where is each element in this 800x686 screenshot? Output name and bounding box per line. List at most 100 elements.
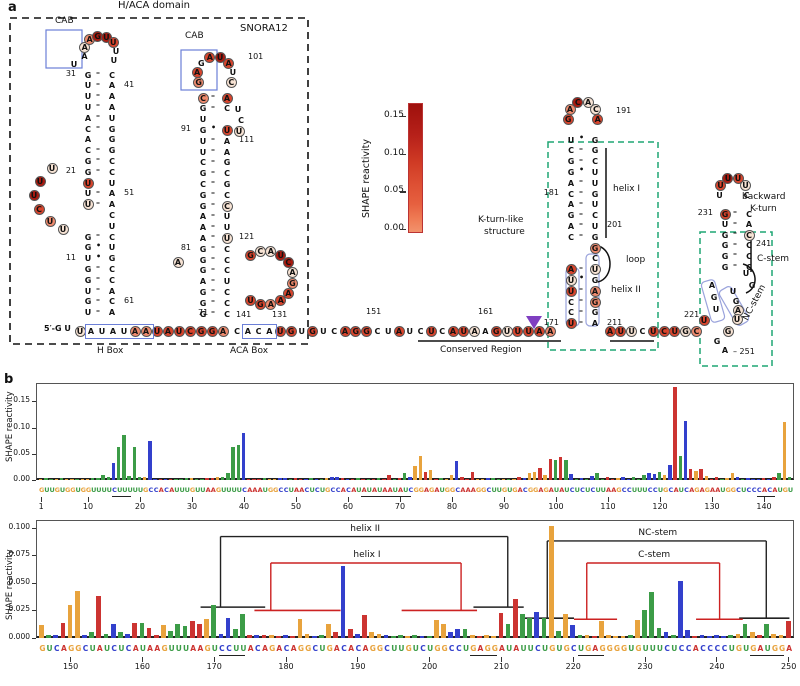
y-tick-0.050: 0.050 (8, 576, 30, 586)
seq-letter-55: U (319, 486, 326, 494)
bar-pos-30 (189, 478, 194, 480)
bar-pos-193 (376, 633, 382, 638)
nt-C: C (197, 92, 209, 104)
nt-U: U (591, 167, 599, 177)
bar-pos-159 (132, 622, 138, 638)
nt-G: G (199, 244, 207, 254)
pos-121: 121 (239, 232, 255, 242)
seq-letter-215: C (535, 644, 541, 653)
backward-k-turn-dashed-box (699, 231, 773, 367)
nt-G: G (721, 251, 729, 261)
seq-letter-60: C (346, 486, 351, 494)
seq-letter-133: G (725, 486, 731, 494)
nt-G: G (567, 167, 575, 177)
bar-pos-97 (538, 468, 542, 480)
seq-letter-105: C (580, 486, 585, 494)
seq-letter-59: A (340, 486, 346, 494)
seq-letter-130: A (710, 486, 716, 494)
nt-C: C (109, 264, 115, 274)
seq-letter-170: U (211, 644, 218, 653)
nt-G: G (84, 70, 92, 80)
nt-U: U (223, 212, 231, 222)
seq-letter-75: A (424, 486, 430, 494)
annotation-5-g-u: 5′-G U (44, 324, 71, 333)
bar-pos-148 (53, 634, 59, 638)
bar-pos-10 (85, 478, 90, 480)
bar-pos-110 (605, 477, 610, 480)
nt-G: G (490, 325, 502, 337)
seq-letter-82: A (460, 486, 466, 494)
legend-tick-mark (400, 153, 406, 155)
x-tick-190: 190 (350, 662, 366, 671)
nt-G: G (195, 325, 207, 337)
seq-letter-52: C (304, 486, 310, 494)
nt-C: C (224, 287, 230, 297)
bar-pos-149 (60, 622, 66, 638)
bar-pos-25 (163, 478, 168, 480)
seq-letter-56: G (325, 486, 331, 494)
seq-letter-98: G (543, 486, 549, 494)
seq-letter-192: G (369, 644, 376, 653)
nt-U: U (425, 325, 437, 337)
bar-pos-78 (439, 478, 443, 480)
seq-letter-51: A (299, 486, 305, 494)
bar-pos-125 (683, 421, 688, 480)
bond: – (211, 296, 215, 306)
nt-U: U (46, 162, 58, 174)
seq-letter-40: C (242, 486, 247, 494)
bar-pos-45 (267, 478, 272, 480)
seq-letter-47: C (278, 486, 284, 494)
x-tick-80: 80 (446, 502, 458, 511)
nt-U: U (647, 325, 659, 337)
bar-pos-88 (491, 478, 495, 480)
panel-a-overlay (9, 17, 773, 367)
seq-letter-190: C (355, 644, 362, 653)
nt-G: G (199, 190, 207, 200)
legend-colorbar (408, 103, 423, 233)
seq-letter-125: C (684, 486, 689, 494)
conserved-site-triangle-icon (526, 316, 542, 329)
bond: – (733, 249, 737, 259)
x-tick-230: 230 (637, 662, 653, 671)
pos-61: 61 (124, 295, 135, 305)
bar-pos-103 (569, 474, 573, 480)
nt-U: U (84, 81, 92, 91)
nt-G: G (591, 146, 599, 156)
x-tick-mark (347, 497, 349, 502)
nt-U: U (320, 326, 327, 336)
bond: – (211, 145, 215, 154)
nt-G: G (285, 325, 297, 337)
bond: – (211, 177, 215, 187)
bond: • (211, 123, 217, 133)
bar-pos-91 (507, 478, 511, 480)
bar-pos-238 (699, 634, 705, 638)
seq-letter-32: U (200, 486, 206, 494)
nt-G: G (84, 275, 92, 285)
nt-A: A (199, 233, 207, 243)
nt-C: C (568, 146, 574, 156)
annotation-loop: loop (626, 255, 646, 265)
seq-letter-71: U (403, 486, 409, 494)
nt-G: G (199, 201, 207, 211)
seq-letter-165: U (175, 644, 182, 653)
seq-letter-44: U (262, 486, 268, 494)
seq-letter-102: U (564, 486, 570, 494)
seq-letter-236: C (685, 644, 692, 653)
y-axis-label: SHAPE reactivity (5, 549, 15, 620)
nt-C: C (568, 189, 574, 199)
pos-11: 11 (65, 252, 76, 262)
bar-pos-51 (299, 478, 303, 480)
seq-letter-101: A (559, 486, 565, 494)
nt-U: U (591, 200, 599, 210)
seq-letter-16: U (117, 486, 123, 494)
bar-pos-114 (626, 478, 631, 480)
nt-U: U (74, 325, 86, 337)
seq-letter-117: U (642, 486, 648, 494)
bar-pos-135 (735, 477, 740, 480)
bar-pos-163 (161, 624, 166, 638)
panel-b-label: b (4, 372, 14, 387)
legend-tick-0.00: 0.00 (383, 223, 404, 234)
seq-letter-184: C (312, 644, 318, 653)
x-tick-mark (139, 497, 141, 502)
nt-A: A (87, 326, 95, 336)
